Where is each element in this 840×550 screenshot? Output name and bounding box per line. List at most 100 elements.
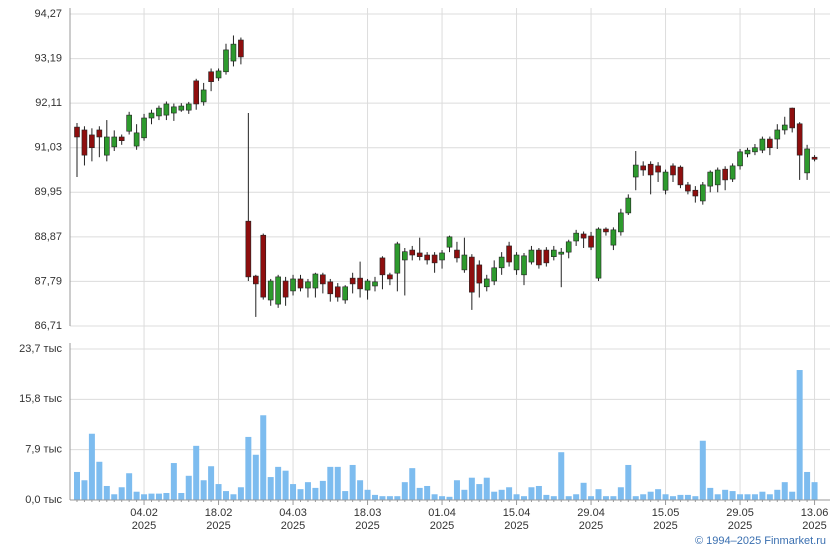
volume-bar xyxy=(133,491,140,500)
candle-body xyxy=(416,252,423,257)
volume-bar xyxy=(193,445,200,500)
footer: © 1994–2025 Finmarket.ru xyxy=(695,535,826,547)
candle-body xyxy=(536,249,542,266)
y-tick-label: 89,95 xyxy=(34,186,62,198)
volume-bar xyxy=(409,468,416,500)
volume-bar xyxy=(88,433,95,500)
volume-bar xyxy=(610,496,617,500)
volume-bar xyxy=(699,440,706,500)
candle-body xyxy=(245,220,252,278)
volume-bar xyxy=(297,489,304,500)
candle-body xyxy=(342,286,349,301)
candle-body xyxy=(796,123,803,156)
y-tick-label: 86,71 xyxy=(34,320,62,332)
x-tick-year: 2025 xyxy=(728,520,752,532)
candle-body xyxy=(714,169,721,186)
candle-body xyxy=(74,126,80,138)
candle-body xyxy=(595,228,602,279)
x-tick-label: 18.02 xyxy=(205,507,233,519)
volume-bar xyxy=(453,480,460,500)
volume-bar xyxy=(386,496,393,500)
candle-body xyxy=(320,274,326,285)
x-tick-year: 2025 xyxy=(579,520,603,532)
candle-body xyxy=(722,168,728,181)
x-tick-year: 2025 xyxy=(653,520,677,532)
volume-bar xyxy=(476,484,483,500)
volume-bar xyxy=(141,494,148,500)
candle-body xyxy=(133,132,140,147)
candle-body xyxy=(744,149,751,155)
candle-body xyxy=(126,114,132,132)
volume-bar xyxy=(468,477,475,500)
candle-body xyxy=(111,136,118,148)
candle-body xyxy=(781,124,788,131)
volume-bar xyxy=(312,487,319,500)
volume-bar xyxy=(372,494,378,500)
volume-bar xyxy=(349,464,356,500)
volume-bar xyxy=(737,494,744,500)
volume-bar xyxy=(640,494,647,500)
volume-bar xyxy=(528,487,535,500)
volume-bar xyxy=(319,480,326,500)
candle-body xyxy=(573,232,579,242)
volume-bar xyxy=(632,496,639,500)
y-tick-label: 0,0 тыс xyxy=(25,494,62,506)
volume-bar xyxy=(178,492,185,500)
candle-body xyxy=(89,134,95,149)
candle-body xyxy=(811,156,818,160)
candle-body xyxy=(81,129,88,156)
candle-body xyxy=(334,286,341,298)
volume-bar xyxy=(439,496,446,500)
x-tick-year: 2025 xyxy=(802,520,826,532)
x-tick-label: 04.03 xyxy=(279,507,307,519)
volume-bar xyxy=(394,496,401,500)
candle-body xyxy=(104,136,110,156)
candle-body xyxy=(305,281,311,289)
y-tick-label: 93,19 xyxy=(34,52,62,64)
candle-body xyxy=(394,243,401,274)
x-tick-year: 2025 xyxy=(504,520,528,532)
candle-body xyxy=(267,280,274,301)
volume-bar xyxy=(96,461,103,500)
volume-bar xyxy=(670,496,676,500)
volume-bar xyxy=(513,494,520,500)
candle-body xyxy=(364,280,371,291)
volume-bar xyxy=(252,454,259,500)
candle-body xyxy=(469,256,475,293)
candle-body xyxy=(409,249,416,256)
volume-bar xyxy=(684,494,691,500)
volume-bar xyxy=(722,489,729,500)
volume-bar xyxy=(573,494,580,500)
volume-bar xyxy=(662,494,669,500)
volume-bar xyxy=(200,480,207,500)
volume-bar xyxy=(491,491,498,500)
y-tick-label: 88,87 xyxy=(34,231,62,243)
volume-bar xyxy=(707,487,714,500)
volume-bar xyxy=(215,484,222,500)
y-tick-label: 23,7 тыс xyxy=(19,343,62,355)
candle-body xyxy=(767,138,773,149)
volume-bar xyxy=(744,494,751,500)
volume-bar xyxy=(625,464,632,500)
volume-bar xyxy=(185,475,192,500)
candle-body xyxy=(707,171,714,187)
candle-body xyxy=(223,49,229,73)
candle-body xyxy=(655,165,661,173)
volume-bar xyxy=(498,489,505,500)
volume-bar xyxy=(416,487,423,500)
volume-bar xyxy=(602,496,609,500)
x-tick-label: 15.04 xyxy=(503,507,531,519)
candle-body xyxy=(372,281,378,287)
candle-body xyxy=(401,251,408,261)
volume-bar xyxy=(461,489,468,500)
volume-bar xyxy=(506,487,513,500)
candle-body xyxy=(759,138,766,151)
volume-bar xyxy=(781,482,788,500)
volume-bar xyxy=(677,494,684,500)
candle-body xyxy=(260,234,267,298)
volume-bar xyxy=(327,466,334,500)
candle-body xyxy=(253,275,259,285)
candle-body xyxy=(528,249,535,263)
candle-body xyxy=(312,273,319,289)
candle-body xyxy=(96,129,103,138)
